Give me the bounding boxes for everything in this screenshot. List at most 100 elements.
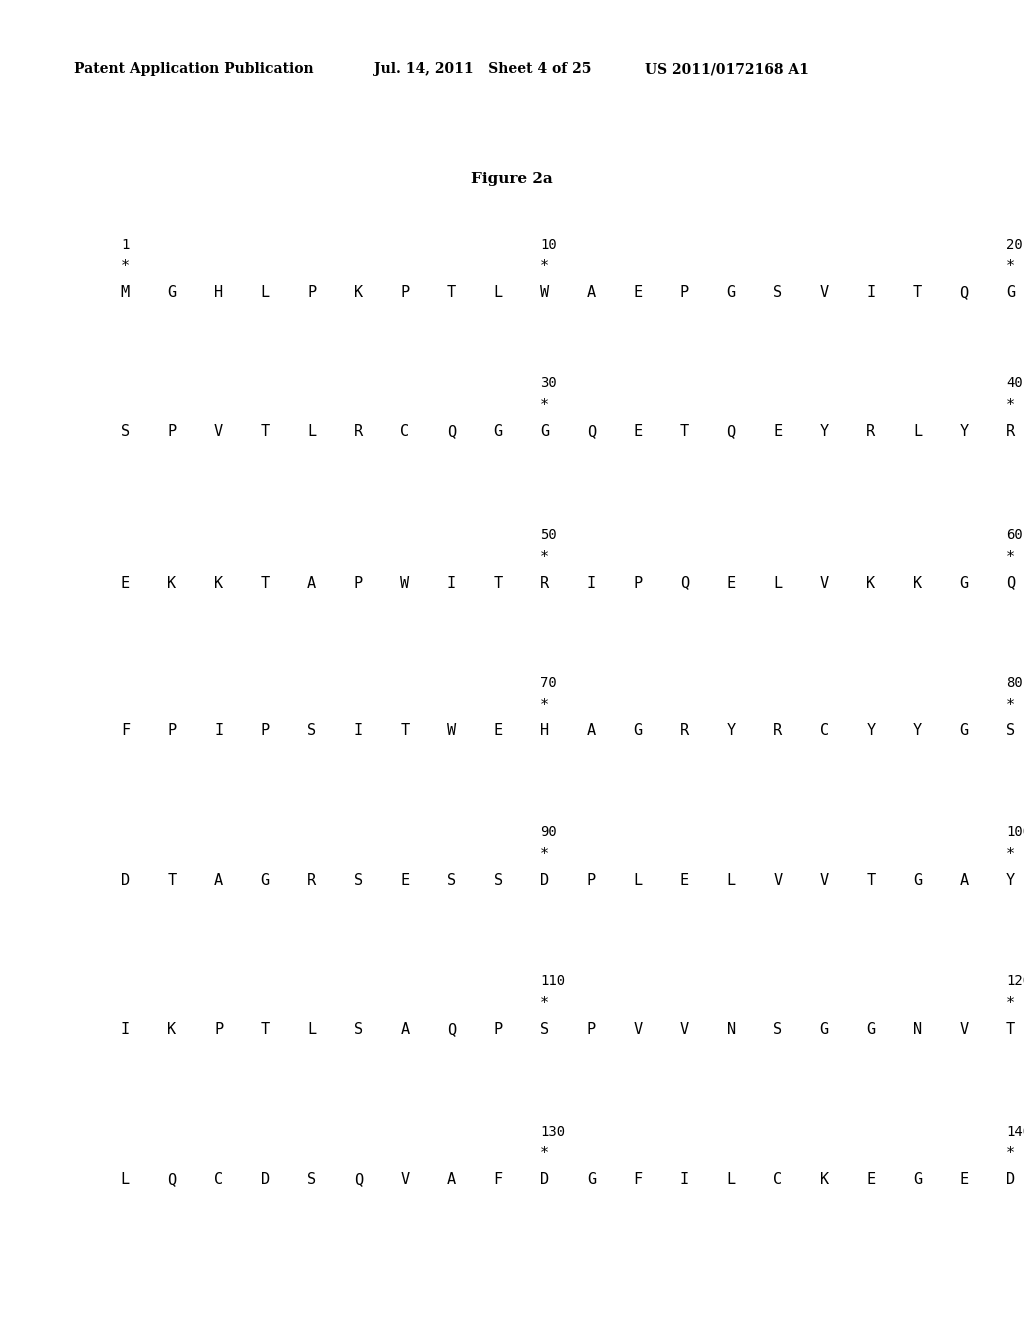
Text: 70: 70 — [541, 676, 557, 690]
Text: P: P — [494, 1022, 503, 1036]
Text: P: P — [633, 576, 642, 590]
Text: 80: 80 — [1006, 676, 1023, 690]
Text: Q: Q — [727, 424, 735, 438]
Text: L: L — [260, 285, 269, 300]
Text: E: E — [633, 424, 642, 438]
Text: P: P — [214, 1022, 223, 1036]
Text: Patent Application Publication: Patent Application Publication — [74, 62, 313, 77]
Text: N: N — [727, 1022, 735, 1036]
Text: Q: Q — [167, 1172, 176, 1187]
Text: K: K — [354, 285, 362, 300]
Text: G: G — [866, 1022, 876, 1036]
Text: P: P — [587, 873, 596, 887]
Text: *: * — [541, 1146, 549, 1162]
Text: T: T — [400, 723, 410, 738]
Text: C: C — [400, 424, 410, 438]
Text: L: L — [633, 873, 642, 887]
Text: T: T — [260, 424, 269, 438]
Text: I: I — [214, 723, 223, 738]
Text: 60: 60 — [1006, 528, 1023, 543]
Text: S: S — [773, 1022, 782, 1036]
Text: G: G — [819, 1022, 828, 1036]
Text: P: P — [167, 424, 176, 438]
Text: E: E — [680, 873, 689, 887]
Text: V: V — [633, 1022, 642, 1036]
Text: D: D — [260, 1172, 269, 1187]
Text: G: G — [959, 576, 969, 590]
Text: 90: 90 — [541, 825, 557, 840]
Text: V: V — [819, 873, 828, 887]
Text: T: T — [494, 576, 503, 590]
Text: S: S — [446, 873, 456, 887]
Text: 100: 100 — [1006, 825, 1024, 840]
Text: 1: 1 — [121, 238, 129, 252]
Text: R: R — [354, 424, 362, 438]
Text: 30: 30 — [541, 376, 557, 391]
Text: R: R — [1006, 424, 1015, 438]
Text: L: L — [307, 1022, 316, 1036]
Text: E: E — [400, 873, 410, 887]
Text: L: L — [727, 873, 735, 887]
Text: I: I — [354, 723, 362, 738]
Text: P: P — [400, 285, 410, 300]
Text: Q: Q — [587, 424, 596, 438]
Text: K: K — [866, 576, 876, 590]
Text: H: H — [541, 723, 549, 738]
Text: Q: Q — [446, 424, 456, 438]
Text: I: I — [866, 285, 876, 300]
Text: Q: Q — [1006, 576, 1015, 590]
Text: S: S — [121, 424, 130, 438]
Text: M: M — [121, 285, 130, 300]
Text: Y: Y — [913, 723, 922, 738]
Text: L: L — [307, 424, 316, 438]
Text: V: V — [680, 1022, 689, 1036]
Text: L: L — [727, 1172, 735, 1187]
Text: D: D — [121, 873, 130, 887]
Text: S: S — [307, 723, 316, 738]
Text: E: E — [866, 1172, 876, 1187]
Text: T: T — [260, 576, 269, 590]
Text: R: R — [866, 424, 876, 438]
Text: T: T — [260, 1022, 269, 1036]
Text: R: R — [307, 873, 316, 887]
Text: *: * — [1006, 697, 1015, 713]
Text: Q: Q — [959, 285, 969, 300]
Text: S: S — [354, 1022, 362, 1036]
Text: G: G — [167, 285, 176, 300]
Text: 50: 50 — [541, 528, 557, 543]
Text: G: G — [913, 873, 922, 887]
Text: Y: Y — [1006, 873, 1015, 887]
Text: P: P — [167, 723, 176, 738]
Text: T: T — [913, 285, 922, 300]
Text: A: A — [587, 285, 596, 300]
Text: C: C — [214, 1172, 223, 1187]
Text: Y: Y — [727, 723, 735, 738]
Text: I: I — [680, 1172, 689, 1187]
Text: S: S — [1006, 723, 1015, 738]
Text: V: V — [214, 424, 223, 438]
Text: *: * — [541, 399, 549, 413]
Text: E: E — [959, 1172, 969, 1187]
Text: E: E — [121, 576, 130, 590]
Text: L: L — [494, 285, 503, 300]
Text: K: K — [819, 1172, 828, 1187]
Text: W: W — [541, 285, 549, 300]
Text: E: E — [727, 576, 735, 590]
Text: *: * — [1006, 260, 1015, 275]
Text: K: K — [913, 576, 922, 590]
Text: T: T — [167, 873, 176, 887]
Text: F: F — [121, 723, 130, 738]
Text: 130: 130 — [541, 1125, 565, 1139]
Text: 40: 40 — [1006, 376, 1023, 391]
Text: G: G — [959, 723, 969, 738]
Text: A: A — [214, 873, 223, 887]
Text: G: G — [913, 1172, 922, 1187]
Text: Jul. 14, 2011   Sheet 4 of 25: Jul. 14, 2011 Sheet 4 of 25 — [374, 62, 591, 77]
Text: D: D — [541, 1172, 549, 1187]
Text: S: S — [354, 873, 362, 887]
Text: A: A — [307, 576, 316, 590]
Text: G: G — [1006, 285, 1015, 300]
Text: D: D — [1006, 1172, 1015, 1187]
Text: K: K — [167, 576, 176, 590]
Text: Y: Y — [959, 424, 969, 438]
